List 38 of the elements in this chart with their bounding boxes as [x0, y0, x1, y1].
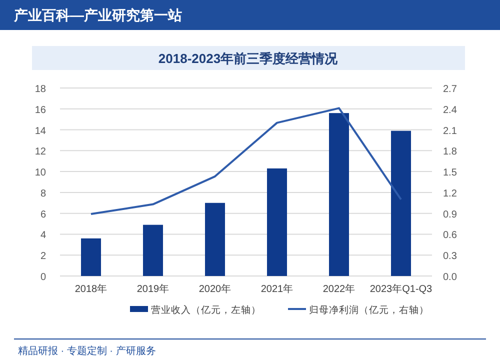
y2-tick-label: 0.3 — [443, 251, 458, 262]
y-tick-label: 16 — [34, 104, 46, 116]
y-tick-label: 14 — [34, 126, 46, 137]
y2-tick-label: 2.7 — [443, 84, 458, 95]
bar — [81, 238, 101, 276]
bar — [205, 202, 225, 276]
y2-tick-label: 0.9 — [443, 209, 458, 220]
y2-tick-label: 2.1 — [443, 126, 458, 137]
y-tick-label: 8 — [40, 188, 46, 200]
bar — [329, 113, 349, 276]
y2-tick-label: 1.5 — [443, 168, 458, 179]
line-series — [90, 107, 402, 216]
chart-title: 2018-2023年前三季度经营情况 — [158, 51, 339, 66]
y-tick-label: 12 — [34, 146, 46, 158]
legend-label: 营业收入（亿元，左轴） — [151, 304, 261, 316]
y-tick-label: 18 — [34, 84, 46, 95]
x-tick-label: 2021年 — [260, 283, 294, 295]
y-tick-label: 10 — [34, 168, 46, 179]
legend-label: 归母净利润（亿元，右轴） — [309, 304, 429, 316]
x-tick-label: 2019年 — [136, 283, 170, 295]
y2-tick-label: 2.4 — [443, 104, 458, 116]
y-tick-label: 2 — [40, 251, 46, 262]
y-tick-label: 4 — [40, 230, 46, 242]
bar — [143, 224, 163, 276]
x-tick-label: 2018年 — [74, 283, 108, 295]
y-tick-label: 6 — [40, 209, 46, 220]
text: 精品研报 · 专题定制 · 产研服务 — [18, 345, 156, 357]
x-tick-label: 2020年 — [198, 283, 232, 295]
y-tick-label: 0 — [40, 272, 46, 283]
bar — [391, 130, 411, 276]
y2-tick-label: 0.6 — [443, 230, 458, 242]
x-tick-label: 2023年Q1-Q3 — [370, 283, 433, 295]
bar — [267, 168, 287, 276]
x-tick-label: 2022年 — [322, 283, 356, 295]
y2-tick-label: 1.2 — [443, 188, 458, 200]
y2-tick-label: 0.0 — [443, 272, 458, 283]
y2-tick-label: 1.8 — [443, 146, 458, 158]
text: 产业百科—产业研究第一站 — [13, 7, 182, 23]
